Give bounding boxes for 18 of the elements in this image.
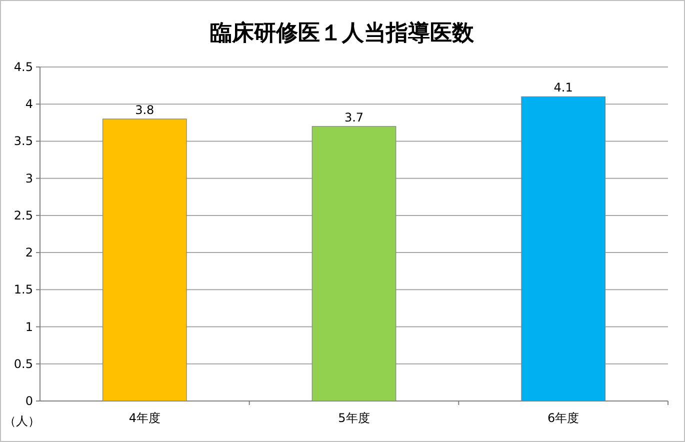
y-tick-label: 3.5 — [14, 134, 33, 148]
chart-title: 臨床研修医１人当指導医数 — [210, 20, 475, 46]
y-tick-label: 0 — [25, 394, 33, 408]
x-tick-label: 5年度 — [338, 411, 370, 425]
y-tick-label: 2 — [25, 246, 33, 260]
y-tick-label: 0.5 — [14, 356, 33, 371]
data-label: 3.8 — [135, 102, 154, 117]
data-label: 3.7 — [344, 110, 364, 124]
x-tick-label: 6年度 — [548, 411, 580, 425]
y-tick-label: 3 — [25, 171, 33, 186]
x-tick-label: 4年度 — [128, 411, 160, 425]
y-axis-title: （人） — [4, 414, 40, 428]
data-label: 4.1 — [554, 80, 573, 95]
y-tick-label: 1.5 — [14, 282, 33, 297]
y-tick-label: 4.5 — [14, 60, 33, 74]
y-tick-label: 1 — [25, 320, 33, 334]
y-tick-label: 4 — [25, 97, 33, 112]
y-tick-label: 2.5 — [14, 208, 33, 222]
